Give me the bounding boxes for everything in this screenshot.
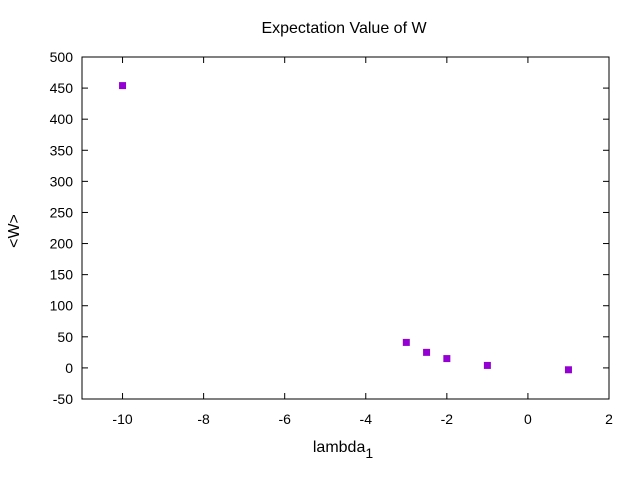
x-axis-label-main: lambda	[313, 439, 366, 456]
y-tick-label: 250	[50, 204, 74, 220]
x-tick-label: -10	[112, 411, 132, 427]
data-point	[119, 82, 127, 90]
chart-title: Expectation Value of W	[261, 20, 427, 37]
y-tick-label: -50	[53, 391, 73, 407]
y-tick-label: 50	[57, 329, 73, 345]
x-axis-label: lambda1	[313, 439, 373, 461]
x-tick-label: -2	[441, 411, 454, 427]
data-point	[564, 366, 572, 374]
y-tick-label: 0	[65, 360, 73, 376]
x-tick-label: 0	[524, 411, 532, 427]
y-tick-label: 450	[50, 80, 74, 96]
x-axis-label-subscript: 1	[365, 445, 373, 461]
y-tick-label: 150	[50, 267, 74, 283]
y-tick-label: 200	[50, 236, 74, 252]
y-tick-label: 400	[50, 111, 74, 127]
data-point	[483, 361, 491, 369]
x-tick-label: 2	[605, 411, 613, 427]
plot-frame	[81, 56, 610, 400]
x-tick-label: -6	[278, 411, 291, 427]
y-tick-label: 300	[50, 173, 74, 189]
y-tick-label: 350	[50, 142, 74, 158]
x-tick-label: -8	[197, 411, 210, 427]
data-point	[402, 338, 410, 346]
y-tick-label: 100	[50, 298, 74, 314]
data-points	[119, 82, 572, 374]
x-tick-label: -4	[360, 411, 373, 427]
x-axis-ticks: -10 -8 -6 -4 -2 0 2	[112, 57, 613, 427]
y-axis-label: <W>	[6, 214, 23, 248]
data-point	[423, 348, 431, 356]
y-axis-ticks: -50 0 50 100 150 200 250 300 350 400 450 500	[50, 49, 609, 407]
data-point	[443, 355, 451, 363]
y-tick-label: 500	[50, 49, 74, 65]
